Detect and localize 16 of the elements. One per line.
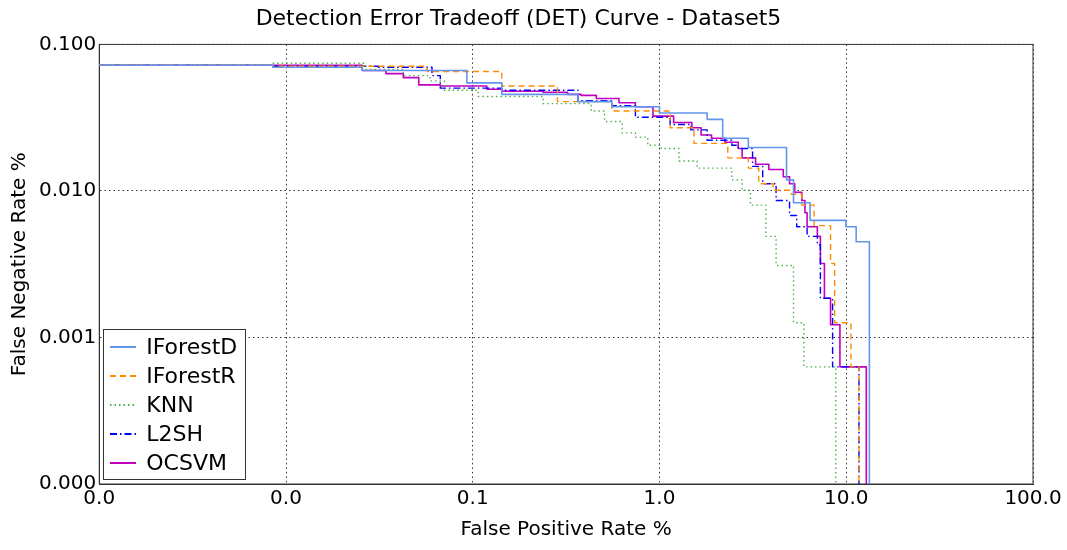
y-axis-title: False Negative Rate % xyxy=(6,152,31,377)
legend-label: IForestR xyxy=(146,362,236,390)
x-tick-label: 1.0 xyxy=(643,485,676,510)
chart-title: Detection Error Tradeoff (DET) Curve - Dataset5 xyxy=(255,4,782,30)
legend-label: L2SH xyxy=(146,420,204,448)
y-tick-label: 0.001 xyxy=(38,323,97,348)
y-tick-label: 0.010 xyxy=(38,177,97,202)
x-axis-title: False Positive Rate % xyxy=(460,516,672,541)
legend-label: KNN xyxy=(146,391,194,419)
x-tick-label: 10.0 xyxy=(823,485,869,510)
x-tick-label: 0.1 xyxy=(456,485,489,510)
y-tick-label: 0.100 xyxy=(38,30,97,55)
x-tick-label: 100.0 xyxy=(1004,485,1062,510)
x-tick-label: 0.0 xyxy=(270,485,302,510)
legend-label: OCSVM xyxy=(146,449,227,477)
legend-label: IForestD xyxy=(146,333,238,361)
